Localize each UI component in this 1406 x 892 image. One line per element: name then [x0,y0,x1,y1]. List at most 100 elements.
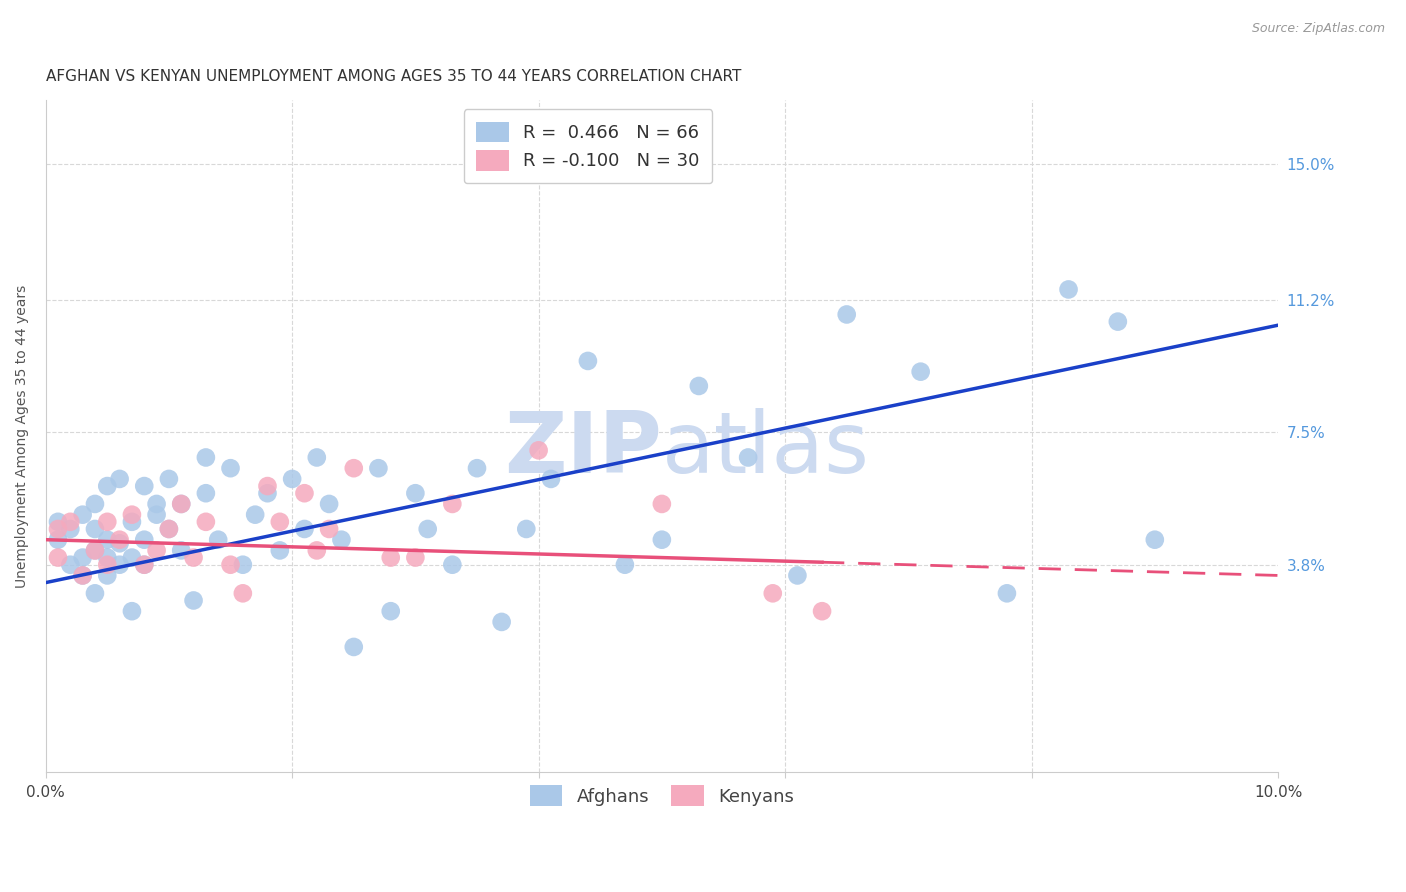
Point [183,550,205,565]
Point [367,461,389,475]
Point [96,558,118,572]
Point [441,497,464,511]
Point [294,486,316,500]
Point [416,522,439,536]
Point [343,640,366,654]
Point [651,533,673,547]
Point [59,558,82,572]
Point [576,354,599,368]
Point [465,461,488,475]
Point [170,497,193,511]
Point [121,515,143,529]
Point [121,604,143,618]
Y-axis label: Unemployment Among Ages 35 to 44 years: Unemployment Among Ages 35 to 44 years [15,285,30,588]
Point [305,450,328,465]
Point [96,550,118,565]
Point [269,515,291,529]
Point [108,558,131,572]
Point [515,522,537,536]
Point [613,558,636,572]
Point [157,522,180,536]
Point [910,365,932,379]
Point [121,550,143,565]
Point [651,497,673,511]
Point [232,586,254,600]
Point [72,568,94,582]
Point [46,522,69,536]
Point [46,533,69,547]
Point [762,586,785,600]
Point [404,550,426,565]
Point [145,543,167,558]
Point [219,558,242,572]
Point [540,472,562,486]
Point [491,615,513,629]
Text: ZIP: ZIP [505,408,662,491]
Point [318,497,340,511]
Point [134,558,156,572]
Point [256,486,278,500]
Point [281,472,304,486]
Text: Source: ZipAtlas.com: Source: ZipAtlas.com [1251,22,1385,36]
Point [294,522,316,536]
Point [170,497,193,511]
Point [145,508,167,522]
Point [194,486,217,500]
Point [688,379,710,393]
Point [835,308,858,322]
Point [219,461,242,475]
Point [404,486,426,500]
Point [243,508,266,522]
Point [108,472,131,486]
Point [72,550,94,565]
Point [170,543,193,558]
Text: atlas: atlas [662,408,870,491]
Point [330,533,353,547]
Point [108,533,131,547]
Point [84,543,107,558]
Point [108,536,131,550]
Point [134,558,156,572]
Point [811,604,834,618]
Point [96,479,118,493]
Point [232,558,254,572]
Point [157,472,180,486]
Text: AFGHAN VS KENYAN UNEMPLOYMENT AMONG AGES 35 TO 44 YEARS CORRELATION CHART: AFGHAN VS KENYAN UNEMPLOYMENT AMONG AGES… [45,69,741,84]
Point [84,522,107,536]
Point [380,604,402,618]
Point [1143,533,1166,547]
Point [305,543,328,558]
Point [194,450,217,465]
Point [46,515,69,529]
Point [134,479,156,493]
Point [96,515,118,529]
Point [380,550,402,565]
Point [46,550,69,565]
Point [1057,282,1080,296]
Point [59,522,82,536]
Point [96,568,118,582]
Point [84,497,107,511]
Point [207,533,229,547]
Point [269,543,291,558]
Point [59,515,82,529]
Point [145,497,167,511]
Point [72,508,94,522]
Point [183,593,205,607]
Point [84,543,107,558]
Point [786,568,808,582]
Point [1107,315,1129,329]
Point [441,558,464,572]
Point [194,515,217,529]
Legend: Afghans, Kenyans: Afghans, Kenyans [523,778,801,814]
Point [157,522,180,536]
Point [527,443,550,458]
Point [96,533,118,547]
Point [121,508,143,522]
Point [737,450,759,465]
Point [84,586,107,600]
Point [318,522,340,536]
Point [343,461,366,475]
Point [134,533,156,547]
Point [995,586,1018,600]
